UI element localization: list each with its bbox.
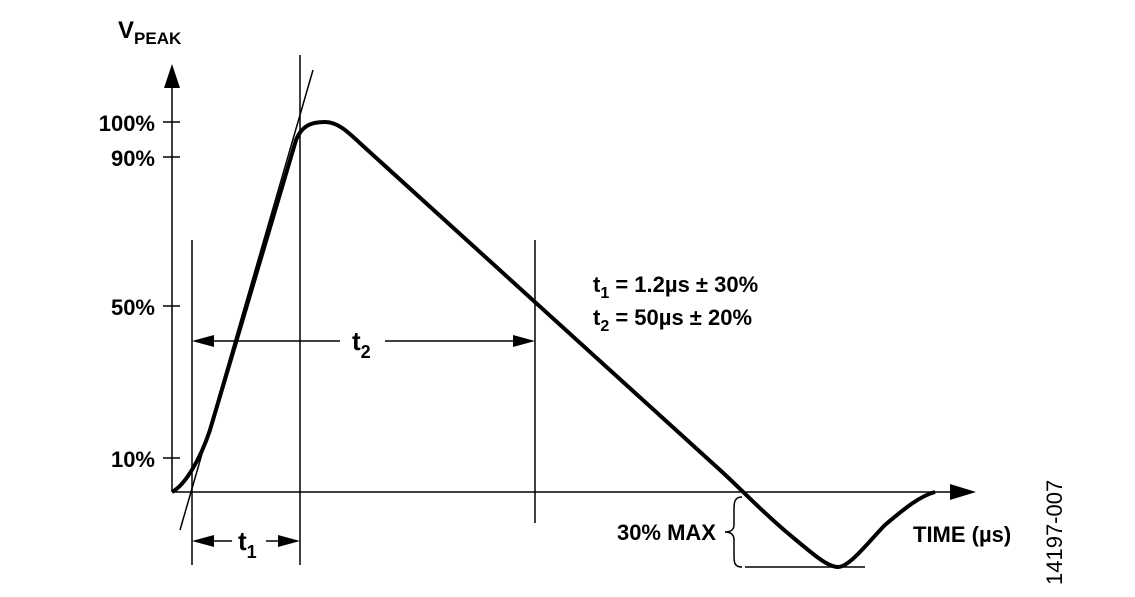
level-label: 90% [111, 146, 155, 171]
figure-id: 14197-007 [1042, 480, 1067, 585]
brace [724, 496, 743, 568]
y-axis-arrow [164, 64, 180, 88]
waveform [170, 119, 936, 570]
arrowhead [192, 535, 214, 547]
level-label: 50% [111, 295, 155, 320]
y-axis-label: VPEAK [118, 17, 182, 48]
spec: t2 = 50µs ± 20% [593, 305, 752, 335]
arrowhead [278, 535, 300, 547]
level-label: 100% [99, 111, 155, 136]
undershoot-label: 30% MAX [617, 520, 716, 545]
x-axis-arrow [950, 484, 976, 500]
level-label: 10% [111, 447, 155, 472]
spec: t1 = 1.2µs ± 30% [593, 272, 758, 302]
interval-label: t2 [352, 326, 371, 362]
arrowhead [513, 335, 535, 347]
interval-label: t1 [238, 526, 257, 562]
x-axis-label: TIME (µs) [913, 522, 1011, 547]
arrowhead [192, 335, 214, 347]
